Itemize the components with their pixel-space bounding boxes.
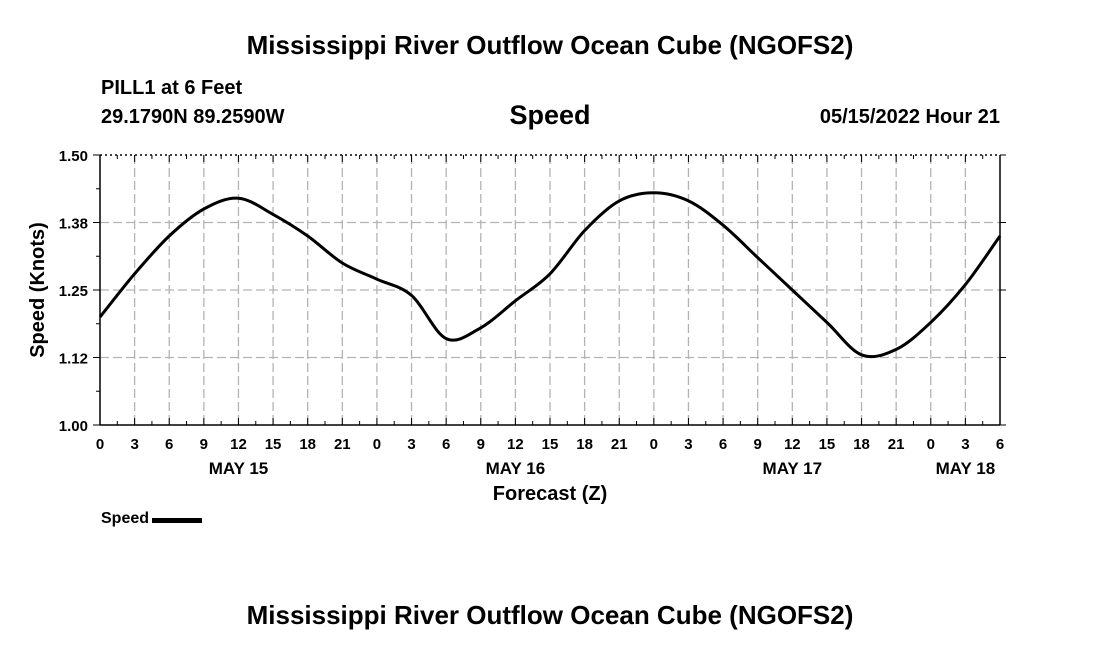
x-tick-label: 6 — [719, 436, 727, 453]
x-tick-label: 6 — [442, 436, 450, 453]
next-chart-title: Mississippi River Outflow Ocean Cube (NG… — [246, 600, 854, 630]
station-coordinates: 29.1790N 89.2590W — [101, 106, 285, 128]
x-tick-label: 15 — [819, 436, 836, 453]
x-tick-label: 21 — [334, 436, 351, 453]
legend: Speed — [101, 510, 203, 528]
x-tick-label: 0 — [373, 436, 381, 453]
x-tick-label: 9 — [200, 436, 208, 453]
x-tick-label: 3 — [130, 436, 138, 453]
x-tick-label: 3 — [684, 436, 692, 453]
x-tick-label: 21 — [611, 436, 628, 453]
y-tick-label: 1.00 — [59, 418, 88, 435]
x-tick-label: 9 — [477, 436, 485, 453]
y-axis-title: Speed (Knots) — [27, 222, 49, 358]
station-label: PILL1 at 6 Feet — [101, 77, 243, 99]
variable-title: Speed — [509, 100, 591, 130]
x-tick-label: 0 — [96, 436, 104, 453]
x-tick-label: 15 — [542, 436, 559, 453]
x-tick-label: 18 — [853, 436, 870, 453]
y-tick-label: 1.38 — [59, 216, 88, 233]
x-tick-label: 9 — [754, 436, 762, 453]
forecast-datetime: 05/15/2022 Hour 21 — [819, 106, 1000, 128]
x-tick-label: 15 — [265, 436, 282, 453]
x-tick-label: 12 — [230, 436, 247, 453]
y-tick-label: 1.50 — [59, 148, 88, 165]
x-tick-label: 6 — [996, 436, 1004, 453]
legend-line-swatch — [152, 518, 203, 523]
x-tick-label: 18 — [299, 436, 316, 453]
tick-label-layer: 0 3 6 9 12 15 18 21 0 3 6 9 12 15 18 21 0 3 6 9 12 15 18 21 0 3 6 1… — [59, 148, 1004, 478]
y-tick-label: 1.25 — [59, 283, 88, 300]
x-tick-label: 0 — [927, 436, 935, 453]
grid-layer — [100, 155, 1000, 425]
x-tick-label: 0 — [650, 436, 658, 453]
y-tick-label: 1.12 — [59, 351, 88, 368]
chart-main-title: Mississippi River Outflow Ocean Cube (NG… — [246, 30, 854, 60]
x-day-label: MAY 16 — [486, 459, 546, 478]
x-tick-label: 3 — [407, 436, 415, 453]
series-layer — [98, 191, 1002, 359]
x-day-label: MAY 15 — [209, 459, 269, 478]
axis-layer — [93, 154, 1006, 426]
x-day-label: MAY 17 — [763, 459, 823, 478]
x-tick-label: 12 — [784, 436, 801, 453]
x-day-label: MAY 18 — [936, 459, 996, 478]
x-tick-label: 12 — [507, 436, 524, 453]
legend-label: Speed — [101, 510, 150, 527]
x-tick-label: 6 — [165, 436, 173, 453]
x-tick-label: 3 — [961, 436, 969, 453]
x-tick-label: 21 — [888, 436, 905, 453]
speed-series-line — [98, 191, 1002, 359]
x-axis-title: Forecast (Z) — [493, 483, 607, 505]
x-tick-label: 18 — [576, 436, 593, 453]
